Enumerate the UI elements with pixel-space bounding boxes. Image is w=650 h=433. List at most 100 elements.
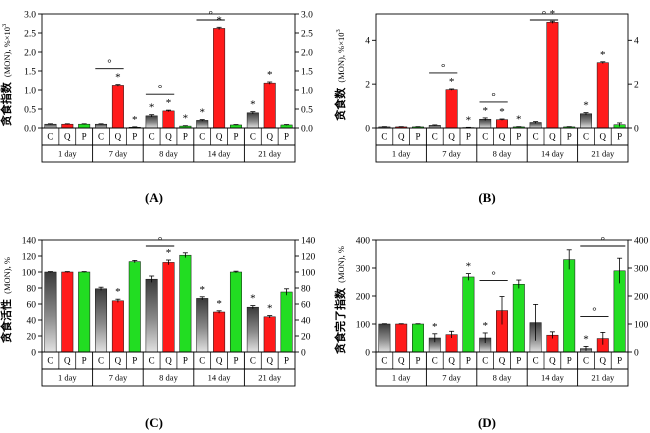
panel-a-group-label-c: C bbox=[98, 132, 104, 142]
panel-d-ytick-label-left: 100 bbox=[356, 320, 371, 330]
panel-d-group-label-c: C bbox=[583, 356, 589, 366]
panel-c-ytick-label-right: 100 bbox=[301, 268, 316, 278]
panel-b-group-label-p: P bbox=[466, 132, 471, 142]
panel-b-significance-star: * bbox=[466, 114, 472, 126]
panel-d-group-label-c: C bbox=[482, 356, 488, 366]
panel-b-significance-star: * bbox=[583, 100, 589, 112]
panel-a-ytick-label-right: 1.0 bbox=[301, 86, 313, 96]
panel-b-group-label-c: C bbox=[583, 132, 589, 142]
panel-d-group-label-q: Q bbox=[499, 356, 506, 366]
panel-a-group-label-c: C bbox=[47, 132, 53, 142]
panel-c-ytick-label-right: 140 bbox=[301, 236, 316, 246]
panel-a-bracket-marker: ° bbox=[107, 58, 111, 70]
panel-d-bar-c-day1 bbox=[378, 323, 391, 353]
panel-c-significance-star: * bbox=[115, 286, 121, 298]
panel-a-bar-c-day1 bbox=[44, 123, 57, 129]
panel-c-bar-p-day4 bbox=[229, 271, 242, 353]
panel-c-bar-q-day2 bbox=[111, 300, 124, 353]
panel-a-significance-star: * bbox=[166, 97, 172, 109]
panel-d-group-label-p: P bbox=[415, 356, 420, 366]
panel-c-significance-star: * bbox=[267, 303, 273, 315]
panel-a-group-label-q: Q bbox=[64, 132, 71, 142]
panel-a-ytick-label-left: 0.5 bbox=[24, 105, 36, 115]
panel-c-label: (C) bbox=[145, 415, 163, 430]
panel-a-label: (A) bbox=[145, 190, 163, 205]
panel-c-significance-star: * bbox=[199, 284, 205, 296]
panel-a-bar-q-day4 bbox=[213, 28, 226, 129]
panel-d: 贪食完了指数 (MON), % (D) 0 0 100 100 200 200 300 300… bbox=[333, 235, 649, 430]
panel-a-ylabel: 贪食指数 (MON), %×103 bbox=[0, 24, 13, 128]
panel-a-group-label-q: Q bbox=[216, 132, 223, 142]
panel-a-ytick-label-left: 0.0 bbox=[24, 124, 36, 134]
panel-a-group-label-p: P bbox=[132, 132, 137, 142]
panel-a-bar-p-day4 bbox=[229, 124, 242, 129]
panel-a-bar-c-day2 bbox=[95, 123, 108, 129]
panel-c-significance-star: * bbox=[216, 298, 222, 310]
panel-d-ytick-label-right: 400 bbox=[634, 236, 649, 246]
panel-b-group-label-c: C bbox=[381, 132, 387, 142]
panel-a-significance-star: * bbox=[250, 99, 256, 111]
panel-a-significance-star: * bbox=[132, 114, 138, 126]
panel-a-group-label-q: Q bbox=[266, 132, 273, 142]
panel-b-day-label: 1 day bbox=[392, 149, 411, 159]
panel-b-group-label-q: Q bbox=[398, 132, 405, 142]
panel-c: 贪食活性 (MON), % (C) 0 0 20 20 40 40 60 60 80 80 100 1… bbox=[0, 235, 316, 430]
panel-a-group-label-p: P bbox=[82, 132, 87, 142]
panel-c-ytick-label-left: 20 bbox=[27, 332, 37, 342]
panel-b-significance-star: * bbox=[482, 105, 488, 117]
panel-d-day-label: 7 day bbox=[442, 373, 461, 383]
panel-d-group-label-c: C bbox=[432, 356, 438, 366]
panel-a-group-label-q: Q bbox=[165, 132, 172, 142]
panel-d-day-label: 8 day bbox=[493, 373, 512, 383]
panel-b-bar-q-day2 bbox=[445, 89, 458, 129]
panel-b-day-label: 21 day bbox=[591, 149, 615, 159]
panel-a-ytick-label-left: 2.0 bbox=[24, 48, 36, 58]
panel-d-group-label-p: P bbox=[617, 356, 622, 366]
panel-d-bar-q-day1 bbox=[395, 323, 408, 353]
panel-c-bar-p-day1 bbox=[78, 271, 91, 353]
panel-d-label: (D) bbox=[478, 415, 496, 430]
panel-c-group-label-c: C bbox=[98, 356, 104, 366]
panel-c-ylabel: 贪食活性 (MON), % bbox=[0, 257, 13, 344]
panel-c-group-label-p: P bbox=[284, 356, 289, 366]
panel-b-ytick-label-right: 4 bbox=[634, 37, 639, 47]
panel-c-day-label: 8 day bbox=[159, 373, 178, 383]
panel-a-group-label-c: C bbox=[250, 132, 256, 142]
panel-a-group-label-c: C bbox=[149, 132, 155, 142]
panel-b-group-label-p: P bbox=[516, 132, 521, 142]
panel-b-ytick-label-right: 2 bbox=[634, 80, 639, 90]
panel-c-group-label-c: C bbox=[199, 356, 205, 366]
panel-a-significance-star: * bbox=[149, 102, 155, 114]
panel-a: 贪食指数 (MON), %×103 (A) 0.0 0.0 0.5 0.5 1.0 1.0… bbox=[0, 9, 313, 205]
panel-b-label: (B) bbox=[478, 190, 495, 205]
panel-a-significance-star: * bbox=[115, 72, 121, 84]
panel-a-group-label-q: Q bbox=[115, 132, 122, 142]
panel-c-group-label-q: Q bbox=[165, 356, 172, 366]
panel-d-day-label: 21 day bbox=[591, 373, 615, 383]
panel-c-ytick-label-right: 20 bbox=[301, 332, 311, 342]
panel-d-bracket-marker: ° bbox=[491, 270, 495, 282]
panel-b-group-label-p: P bbox=[415, 132, 420, 142]
panel-d-group-label-p: P bbox=[516, 356, 521, 366]
panel-b-bracket-marker: ° bbox=[441, 62, 445, 74]
panel-c-group-label-p: P bbox=[82, 356, 87, 366]
panel-c-group-label-p: P bbox=[233, 356, 238, 366]
panel-d-ytick-label-left: 300 bbox=[356, 264, 371, 274]
panel-c-group-label-c: C bbox=[47, 356, 53, 366]
panel-d-ytick-label-right: 0 bbox=[634, 348, 639, 358]
panel-a-ytick-label-left: 1.0 bbox=[24, 86, 36, 96]
panel-d-ytick-label-right: 300 bbox=[634, 264, 649, 274]
panel-d-group-label-q: Q bbox=[398, 356, 405, 366]
panel-d-bracket-marker: ° bbox=[592, 305, 596, 317]
panel-a-ytick-label-left: 1.5 bbox=[24, 67, 36, 77]
panel-c-day-label: 7 day bbox=[109, 373, 128, 383]
panel-a-significance-star: * bbox=[183, 113, 189, 125]
panel-a-day-label: 8 day bbox=[159, 149, 178, 159]
panel-d-ylabel: 贪食完了指数 (MON), % bbox=[333, 246, 347, 355]
panel-d-bar-p-day4 bbox=[563, 259, 576, 353]
panel-a-bar-c-day3 bbox=[145, 115, 158, 129]
panel-d-ytick-label-left: 400 bbox=[356, 236, 371, 246]
panel-b-significance-star: * bbox=[516, 114, 522, 126]
panel-c-bar-q-day1 bbox=[61, 271, 74, 353]
